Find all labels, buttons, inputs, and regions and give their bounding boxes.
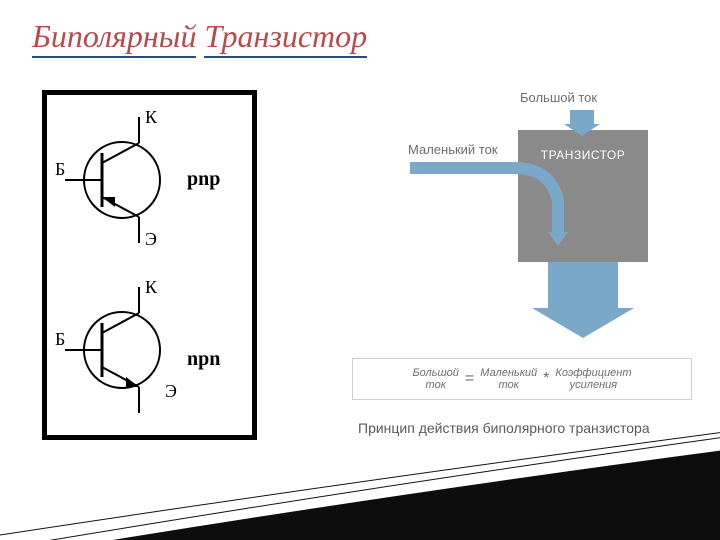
pnp-e-label: Э [145, 229, 157, 249]
eq-mul: * [543, 370, 549, 388]
flow-arrows [300, 90, 700, 350]
flow-diagram: Большой ток Маленький ток ТРАНЗИСТОР [300, 90, 700, 350]
npn-k-label: К [145, 277, 158, 297]
npn-b-label: Б [55, 329, 65, 349]
top-arrow-icon [564, 110, 600, 136]
pnp-type-label: pnp [187, 168, 220, 190]
page-title: Биполярный Транзистор [32, 18, 367, 55]
npn-e-label: Э [165, 381, 177, 401]
npn-symbol: К Б Э npn [55, 277, 220, 413]
principle-caption: Принцип действия биполярного транзистора [358, 420, 650, 436]
equation-mid: Маленький ток [480, 367, 537, 391]
pnp-b-label: Б [55, 159, 65, 179]
title-word-1: Биполярный [32, 18, 196, 58]
eq-equals: = [465, 370, 474, 388]
bottom-arrow-icon [532, 262, 634, 338]
pnp-symbol: К Б Э pnp [55, 107, 220, 249]
pnp-k-label: К [145, 107, 158, 127]
eq-mid-l1: Маленький [480, 367, 537, 379]
eq-right-l1: Коэффициент [555, 367, 631, 379]
eq-left-l2: ток [413, 379, 459, 391]
equation-left: Большой ток [413, 367, 459, 391]
principle-area: Большой ток Маленький ток ТРАНЗИСТОР [300, 90, 700, 470]
equation-right: Коэффициент усиления [555, 367, 631, 391]
eq-left-l1: Большой [413, 367, 459, 379]
eq-right-l2: усиления [555, 379, 631, 391]
eq-mid-l2: ток [480, 379, 537, 391]
transistor-symbols-frame: К Б Э pnp К Б Э npn [42, 90, 257, 440]
small-arrow-icon [410, 168, 558, 235]
gain-equation: Большой ток = Маленький ток * Коэффициен… [352, 358, 692, 400]
npn-type-label: npn [187, 348, 220, 370]
title-word-2: Транзистор [204, 18, 367, 58]
transistor-symbols-svg: К Б Э pnp К Б Э npn [47, 95, 252, 435]
